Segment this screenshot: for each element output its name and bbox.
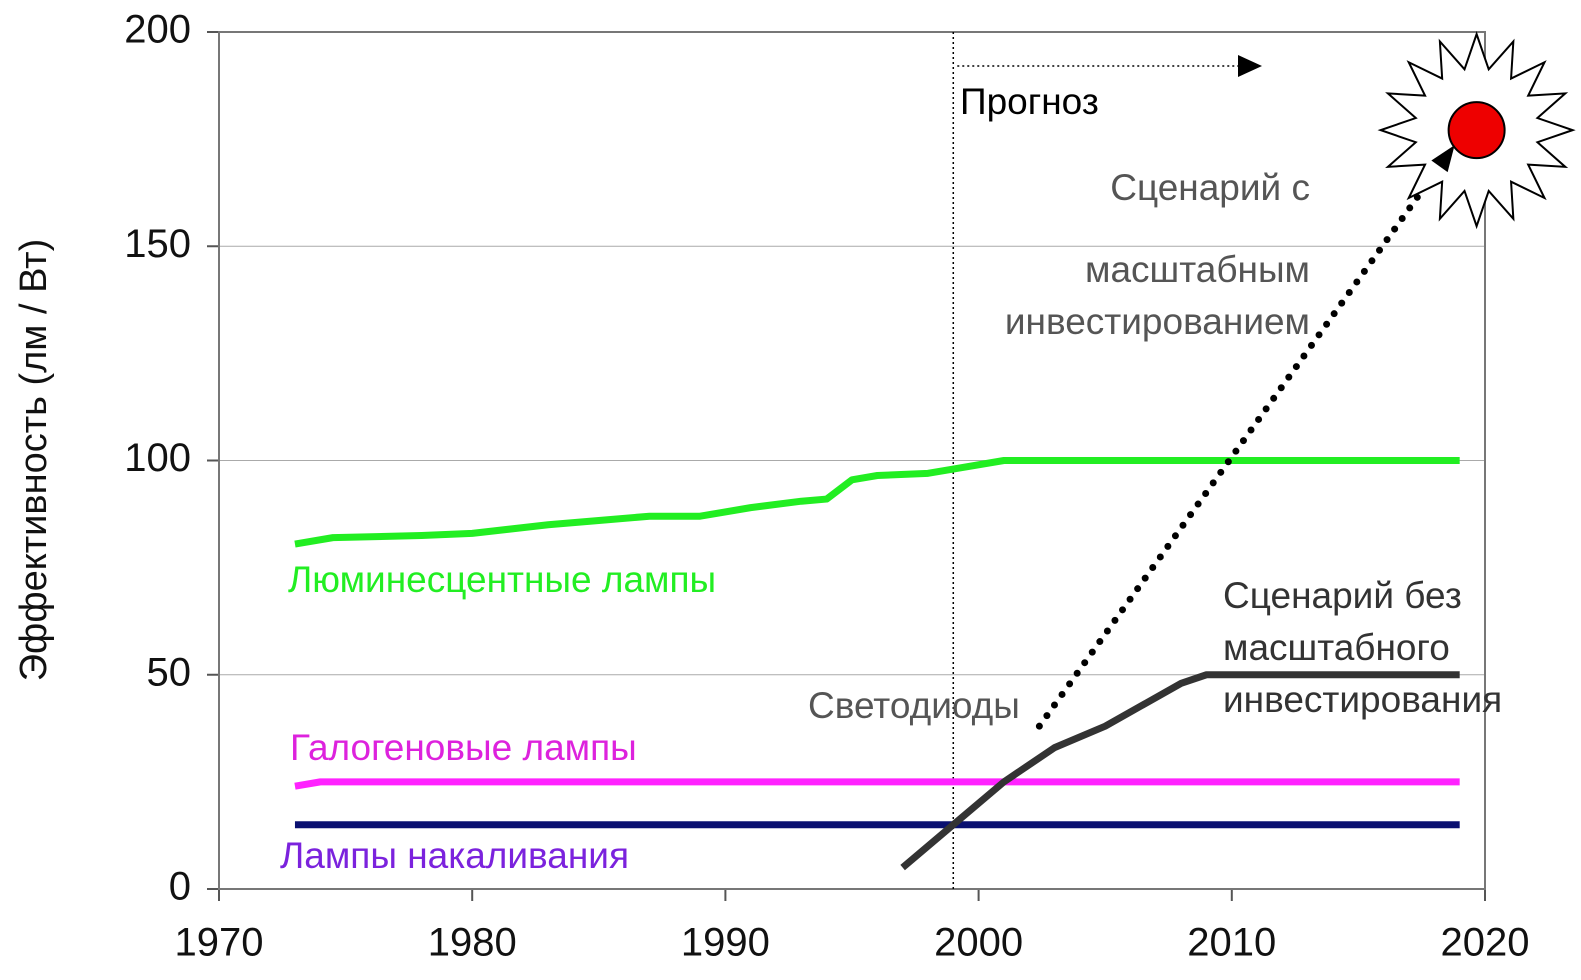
- plot: 0 50 100 150 200 1970 1980 1990 2000 2010 2020: [124, 8, 1576, 965]
- y-axis-label: Эффективность (лм / Вт): [13, 239, 55, 682]
- x-tick-label: 2020: [1441, 921, 1530, 965]
- y-tick-label: 0: [169, 865, 191, 909]
- x-tick-label: 2000: [934, 921, 1023, 965]
- y-tick-label: 200: [124, 8, 191, 52]
- y-tick-label: 150: [124, 222, 191, 266]
- series-line: [294, 457, 1460, 548]
- y-tick-label: 100: [124, 436, 191, 480]
- series-line: [1035, 141, 1459, 730]
- annotation: инвестирования: [1223, 679, 1502, 720]
- annotation: Люминесцентные лампы: [288, 559, 716, 600]
- annotation: Сценарий с: [1110, 167, 1310, 208]
- x-tick-label: 1990: [681, 921, 770, 965]
- y-tick-label: 50: [147, 650, 192, 694]
- x-tick-label: 1970: [175, 921, 264, 965]
- annotation: масштабным: [1085, 249, 1310, 290]
- x-tick-label: 1980: [428, 921, 517, 965]
- annotation: Сценарий без: [1223, 575, 1462, 616]
- target: [1447, 101, 1506, 160]
- annotation: Прогноз: [960, 81, 1099, 122]
- annotation: масштабного: [1223, 627, 1450, 668]
- annotation: Светодиоды: [808, 685, 1020, 726]
- annotation: Лампы накаливания: [280, 835, 629, 876]
- annotation: инвестированием: [1005, 301, 1310, 342]
- series-line: [900, 671, 1460, 871]
- forecast-arrowhead: [1238, 55, 1262, 77]
- series-line: [294, 778, 1460, 790]
- arrowhead: [1431, 145, 1455, 173]
- plot-frame: [218, 31, 1486, 890]
- annotation: Галогеновые лампы: [290, 727, 637, 768]
- x-tick-label: 2010: [1187, 921, 1276, 965]
